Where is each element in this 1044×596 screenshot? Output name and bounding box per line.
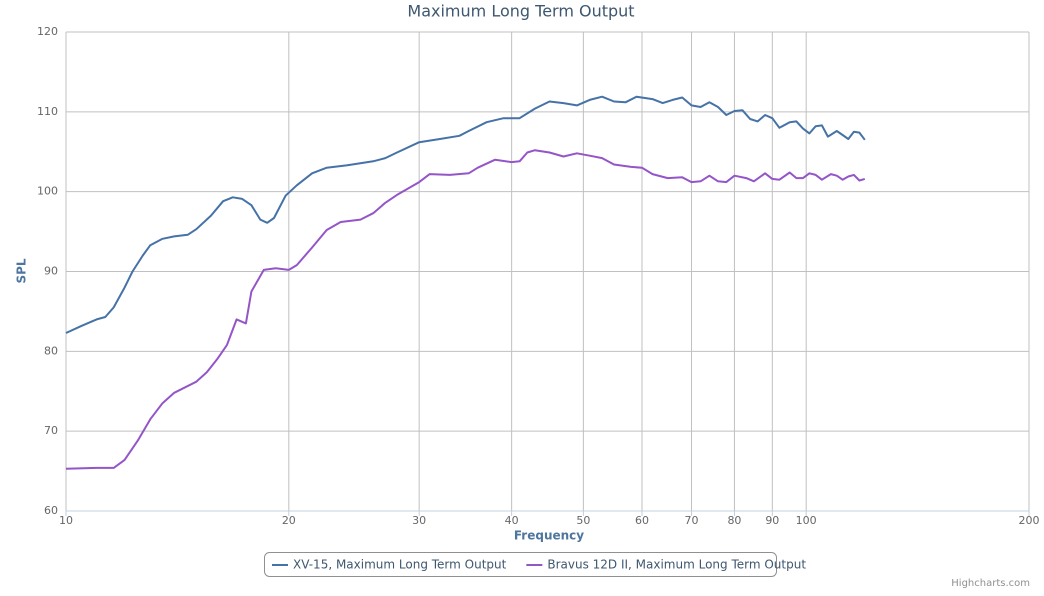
x-tick-label: 70 <box>685 514 699 527</box>
x-tick-label: 50 <box>576 514 590 527</box>
y-axis-title: SPL <box>15 258 29 283</box>
y-tick-label: 110 <box>37 105 58 118</box>
credits[interactable]: Highcharts.com <box>951 578 1030 589</box>
legend-label[interactable]: Bravus 12D II, Maximum Long Term Output <box>547 558 806 572</box>
y-tick-label: 80 <box>44 344 58 357</box>
y-tick-label: 100 <box>37 185 58 198</box>
x-axis-title: Frequency <box>514 529 584 543</box>
x-tick-label: 200 <box>1019 514 1040 527</box>
y-tick-label: 70 <box>44 424 58 437</box>
legend-box <box>264 552 777 577</box>
x-tick-label: 30 <box>412 514 426 527</box>
series-line <box>65 149 866 470</box>
y-tick-label: 90 <box>44 265 58 278</box>
series-line <box>65 95 866 334</box>
y-tick-label: 120 <box>37 25 58 38</box>
x-tick-label: 60 <box>635 514 649 527</box>
x-tick-label: 90 <box>765 514 779 527</box>
x-tick-label: 80 <box>727 514 741 527</box>
x-tick-label: 20 <box>282 514 296 527</box>
x-tick-label: 40 <box>505 514 519 527</box>
x-tick-label: 100 <box>796 514 817 527</box>
legend-label[interactable]: XV-15, Maximum Long Term Output <box>293 558 507 572</box>
x-tick-label: 10 <box>59 514 73 527</box>
chart-title: Maximum Long Term Output <box>407 2 634 21</box>
y-tick-label: 60 <box>44 504 58 517</box>
